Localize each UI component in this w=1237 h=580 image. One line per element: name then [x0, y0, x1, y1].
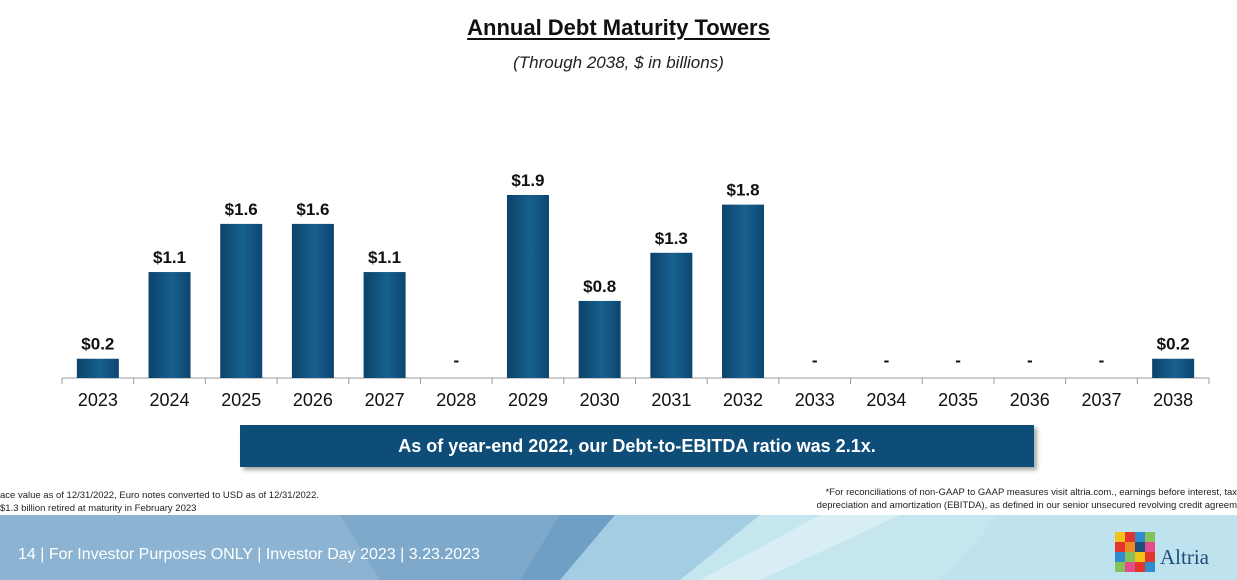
x-tick-label-2029: 2029 — [508, 390, 548, 410]
data-label-2037: - — [1099, 351, 1105, 370]
x-tick-label-2024: 2024 — [150, 390, 190, 410]
data-label-2036: - — [1027, 351, 1033, 370]
data-label-2029: $1.9 — [511, 171, 544, 190]
footnote-right-line1: *For reconciliations of non-GAAP to GAAP… — [825, 487, 1237, 498]
x-tick-label-2026: 2026 — [293, 390, 333, 410]
bar-2038 — [1152, 358, 1195, 378]
footnote-right-line2: depreciation and amortization (EBITDA), … — [816, 500, 1237, 511]
logo-wordmark: Altria — [1160, 545, 1209, 569]
bar-2032 — [722, 204, 765, 378]
data-label-2025: $1.6 — [225, 200, 258, 219]
x-tick-label-2033: 2033 — [795, 390, 835, 410]
x-tick-label-2025: 2025 — [221, 390, 261, 410]
bar-2029 — [506, 195, 549, 378]
x-tick-label-2038: 2038 — [1153, 390, 1193, 410]
data-label-2033: - — [812, 351, 818, 370]
footer-band: 14 | For Investor Purposes ONLY | Invest… — [0, 515, 1237, 580]
data-label-2026: $1.6 — [296, 200, 329, 219]
x-tick-label-2034: 2034 — [866, 390, 906, 410]
x-tick-label-2023: 2023 — [78, 390, 118, 410]
bar-2027 — [363, 272, 406, 378]
footnote-left-line1: ace value as of 12/31/2022, Euro notes c… — [0, 490, 319, 501]
data-label-2030: $0.8 — [583, 277, 616, 296]
bar-2024 — [148, 272, 191, 378]
data-label-2032: $1.8 — [726, 181, 759, 200]
chart-subtitle: (Through 2038, $ in billions) — [513, 53, 724, 72]
data-label-2034: - — [884, 351, 890, 370]
x-tick-label-2032: 2032 — [723, 390, 763, 410]
footnote-left-line2: $1.3 billion retired at maturity in Febr… — [0, 503, 197, 514]
chart-title: Annual Debt Maturity Towers — [467, 15, 770, 40]
bar-2031 — [650, 252, 693, 378]
bar-2023 — [76, 358, 119, 378]
x-tick-label-2028: 2028 — [436, 390, 476, 410]
data-label-2031: $1.3 — [655, 229, 688, 248]
footnote-right: *For reconciliations of non-GAAP to GAAP… — [817, 486, 1237, 512]
bar-2025 — [220, 223, 263, 378]
x-tick-label-2027: 2027 — [365, 390, 405, 410]
altria-logo-icon — [1115, 532, 1155, 572]
x-tick-label-2037: 2037 — [1081, 390, 1121, 410]
data-label-2035: - — [955, 351, 961, 370]
data-label-2024: $1.1 — [153, 248, 186, 267]
bar-2026 — [291, 223, 334, 378]
data-label-2023: $0.2 — [81, 335, 114, 354]
footer-text: 14 | For Investor Purposes ONLY | Invest… — [18, 546, 480, 563]
x-tick-label-2031: 2031 — [651, 390, 691, 410]
x-tick-label-2036: 2036 — [1010, 390, 1050, 410]
data-label-2028: - — [453, 351, 459, 370]
x-tick-label-2030: 2030 — [580, 390, 620, 410]
footnote-left: ace value as of 12/31/2022, Euro notes c… — [0, 489, 319, 515]
debt-ratio-callout: As of year-end 2022, our Debt-to-EBITDA … — [240, 425, 1034, 467]
data-label-2027: $1.1 — [368, 248, 401, 267]
footer-decoration — [0, 515, 1237, 580]
bar-chart: $0.2 2023 $1.1 2024 $1.6 2025 $1.6 2026 $1.1 2027… — [61, 171, 1210, 410]
bar-2030 — [578, 300, 621, 378]
x-tick-label-2035: 2035 — [938, 390, 978, 410]
data-label-2038: $0.2 — [1157, 335, 1190, 354]
